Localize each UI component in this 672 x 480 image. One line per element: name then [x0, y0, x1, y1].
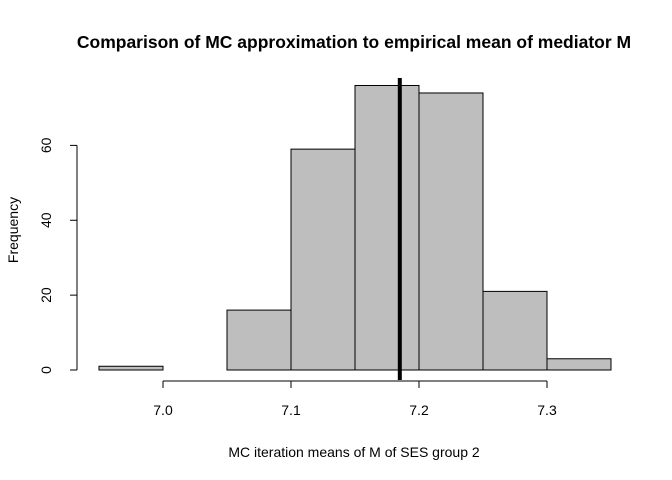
histogram-bars	[98, 84, 612, 371]
x-axis: 7.0 7.1 7.2 7.3	[153, 380, 557, 418]
chart-title: Comparison of MC approximation to empiri…	[77, 32, 631, 52]
histogram-bar-5	[418, 92, 484, 371]
y-tick-label: 60	[38, 137, 54, 153]
histogram-bar-2	[226, 309, 292, 371]
y-tick-label: 0	[38, 366, 54, 374]
y-tick-label: 40	[38, 212, 54, 228]
x-tick-label: 7.2	[409, 402, 429, 418]
histogram-bar-6	[482, 290, 548, 371]
x-tick-label: 7.0	[153, 402, 173, 418]
y-axis: 0 20 40 60	[38, 137, 78, 374]
x-tick-label: 7.1	[281, 402, 301, 418]
histogram-bar-0	[98, 365, 164, 371]
y-tick-label: 20	[38, 287, 54, 303]
x-axis-label: MC iteration means of M of SES group 2	[228, 444, 480, 460]
histogram-bar-7	[546, 358, 612, 371]
y-axis-label: Frequency	[5, 197, 21, 263]
histogram-bar-4	[354, 84, 420, 371]
histogram-bar-3	[290, 148, 356, 371]
x-tick-label: 7.3	[537, 402, 557, 418]
